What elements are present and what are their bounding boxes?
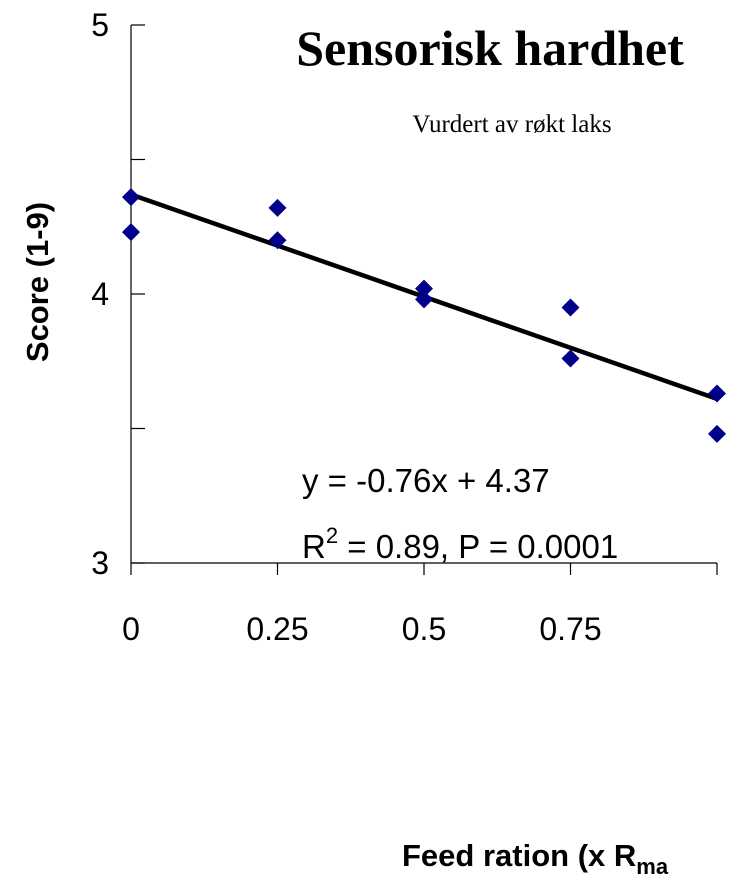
data-point bbox=[268, 198, 287, 217]
r2-superscript: 2 bbox=[326, 523, 338, 548]
y-tick-label: 4 bbox=[91, 276, 109, 312]
chart-subtitle: Vurdert av røkt laks bbox=[412, 111, 611, 138]
x-axis-label: Feed ration (x Rma bbox=[402, 838, 669, 879]
data-point bbox=[561, 298, 580, 317]
chart-title: Sensorisk hardhet bbox=[296, 20, 684, 76]
data-point bbox=[415, 279, 433, 298]
r2-rest: = 0.89, P = 0.0001 bbox=[338, 528, 618, 565]
y-axis-label: Score (1-9) bbox=[20, 202, 55, 362]
x-axis-label-main: Feed ration (x R bbox=[402, 838, 636, 873]
y-tick-label: 3 bbox=[91, 545, 109, 581]
x-tick-label: 0.5 bbox=[402, 611, 446, 647]
r2-prefix: R bbox=[302, 528, 326, 565]
y-tick-label: 5 bbox=[91, 7, 109, 43]
x-tick-label: 0.75 bbox=[539, 611, 601, 647]
r2-annotation: R2 = 0.89, P = 0.0001 bbox=[302, 523, 618, 565]
data-point bbox=[415, 290, 433, 309]
data-point bbox=[561, 349, 580, 368]
x-axis-label-subscript: ma bbox=[636, 854, 669, 879]
data-point bbox=[122, 223, 140, 242]
data-points bbox=[122, 188, 726, 443]
equation-annotation: y = -0.76x + 4.37 bbox=[302, 462, 550, 499]
data-point bbox=[122, 188, 140, 207]
x-tick-label: 0 bbox=[122, 611, 140, 647]
data-point bbox=[708, 384, 726, 403]
data-point bbox=[708, 424, 726, 443]
axes: 3 4 5 0 0.25 0.5 0.75 bbox=[91, 7, 718, 647]
data-point bbox=[268, 231, 287, 250]
x-tick-label: 0.25 bbox=[246, 611, 308, 647]
